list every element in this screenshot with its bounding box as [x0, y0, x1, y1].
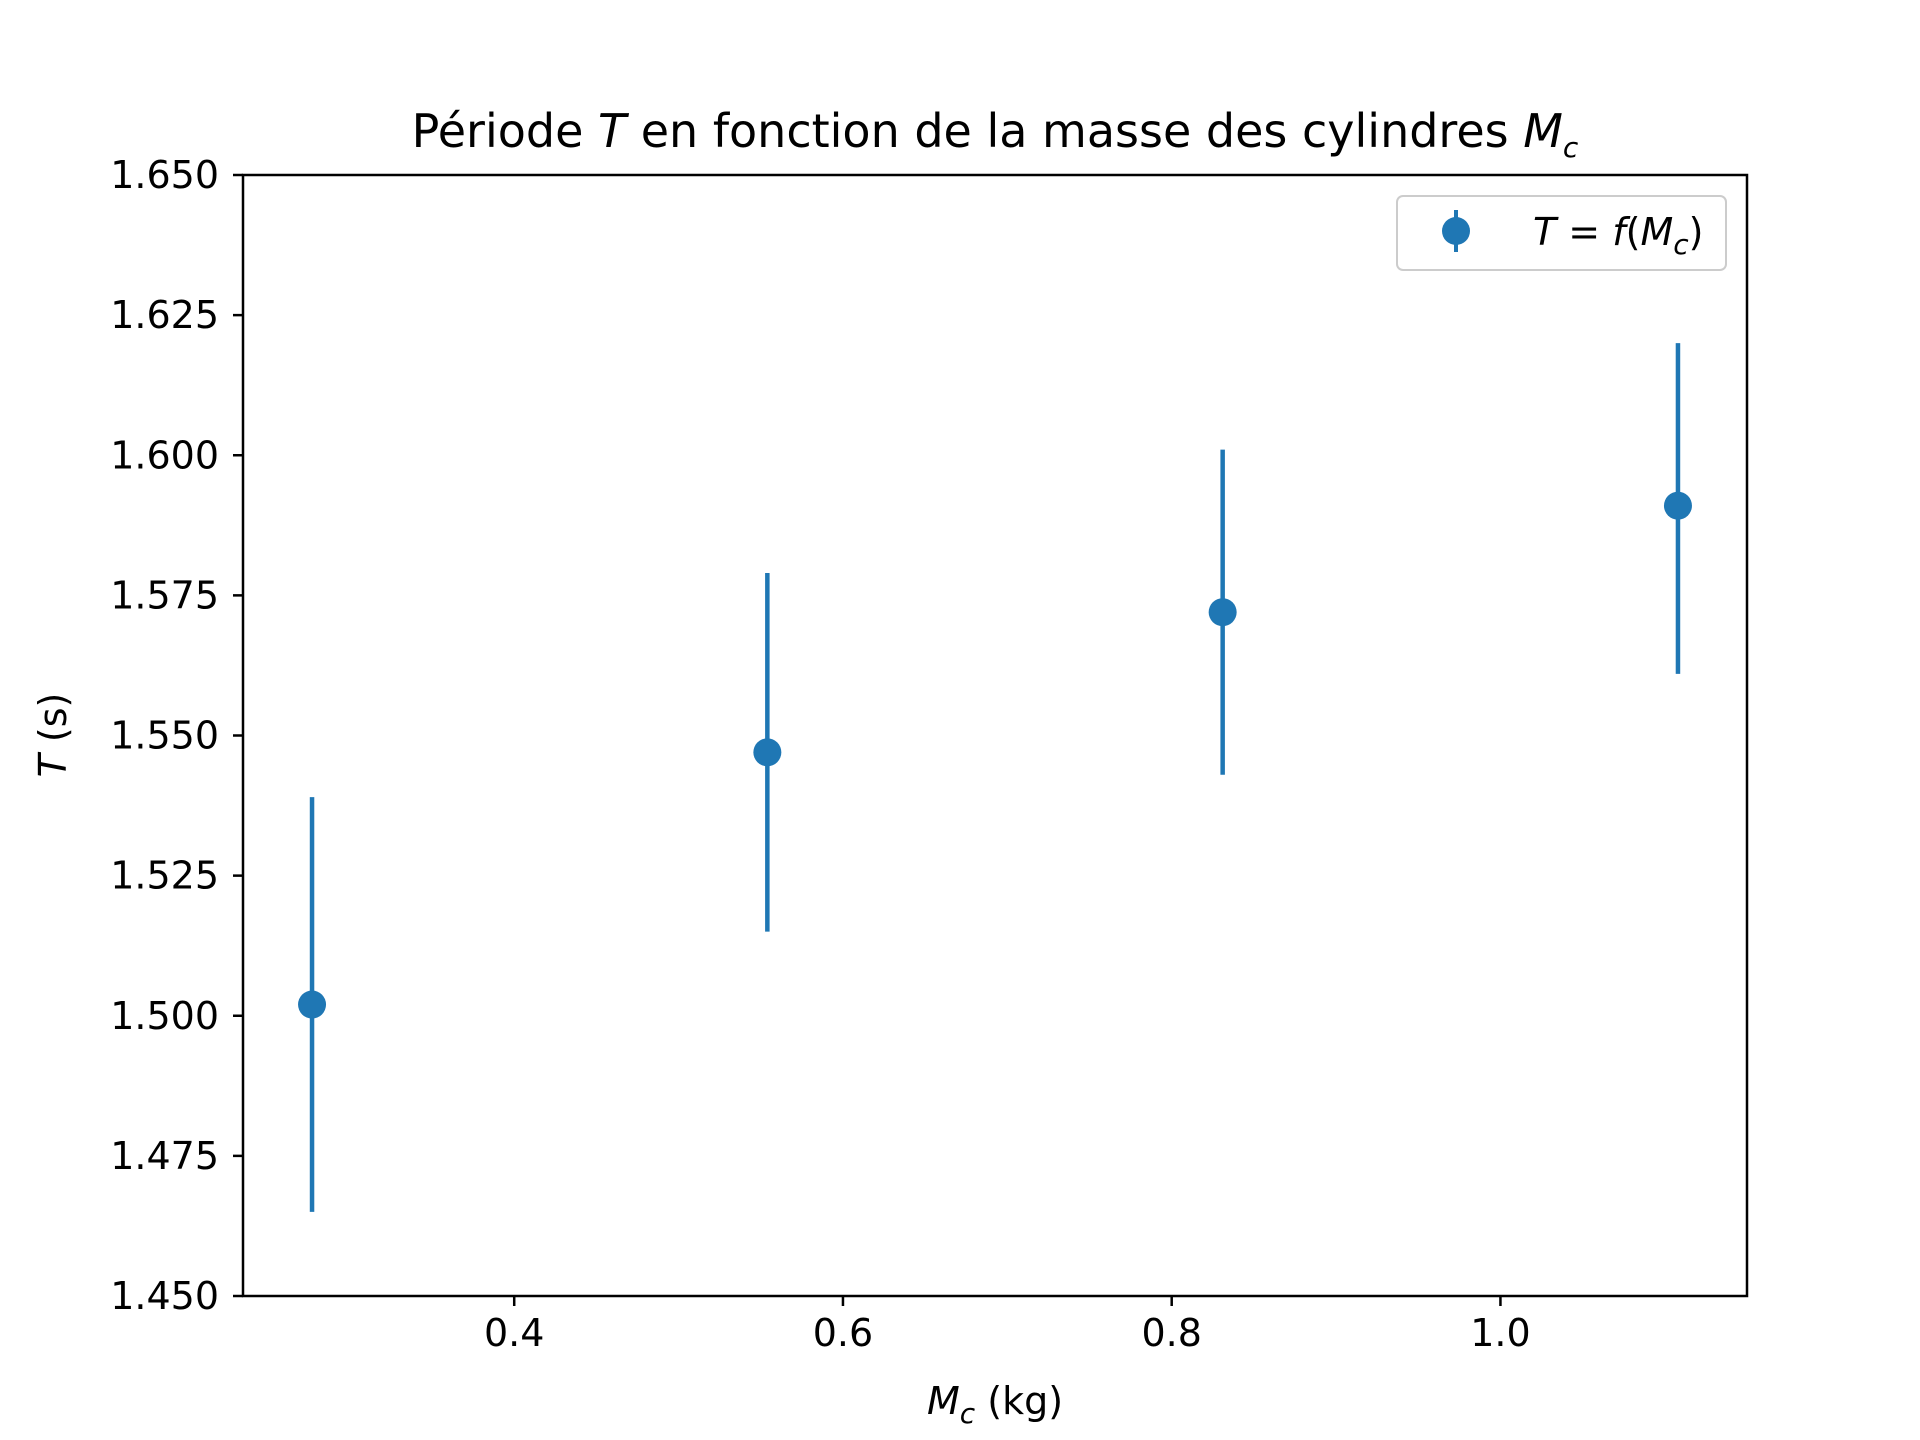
data-point — [298, 990, 327, 1019]
plot-marks — [298, 343, 1692, 1212]
y-tick-label: 1.575 — [110, 573, 219, 617]
legend-label: T = f(Mc) — [1533, 210, 1703, 261]
y-axis-label: T (s) — [31, 693, 75, 778]
y-tick-label: 1.550 — [110, 714, 219, 758]
x-axis: 0.4 0.6 0.8 1.0 — [484, 1296, 1531, 1355]
legend-marker — [1442, 217, 1470, 245]
y-tick-label: 1.650 — [110, 153, 219, 197]
y-tick-label: 1.525 — [110, 854, 219, 898]
y-tick-label: 1.500 — [110, 994, 219, 1038]
data-point — [1663, 491, 1692, 520]
legend-box — [1396, 195, 1727, 271]
y-tick-label: 1.475 — [110, 1134, 219, 1178]
legend: T = f(Mc) — [1396, 195, 1727, 271]
data-point — [1208, 598, 1237, 627]
y-axis: 1.450 1.475 1.500 1.525 1.550 1.575 1.600 1.625… — [110, 153, 243, 1318]
x-tick-label: 0.6 — [813, 1311, 873, 1355]
y-tick-label: 1.625 — [110, 293, 219, 337]
x-axis-label: Mc (kg) — [927, 1379, 1063, 1430]
plot-frame — [241, 173, 1749, 1298]
data-point — [753, 738, 782, 767]
x-tick-label: 0.8 — [1141, 1311, 1201, 1355]
y-tick-label: 1.450 — [110, 1274, 219, 1318]
x-tick-label: 1.0 — [1470, 1311, 1530, 1355]
y-tick-label: 1.600 — [110, 433, 219, 477]
x-tick-label: 0.4 — [484, 1311, 544, 1355]
chart-title: Période T en fonction de la masse des cy… — [412, 104, 1579, 164]
